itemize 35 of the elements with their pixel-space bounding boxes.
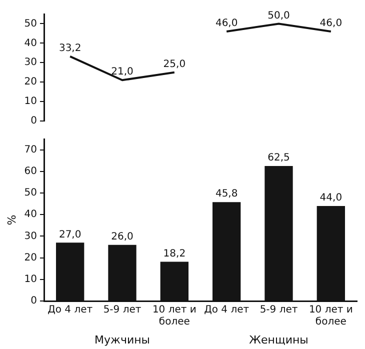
data-label: 21,0 (111, 66, 134, 78)
y-axis-title: % (5, 214, 18, 226)
data-label: 45,8 (215, 188, 238, 200)
x-tick-label: До 4 лет (48, 304, 93, 316)
y-tick-label: 10 (24, 274, 37, 285)
y-tick-label: 40 (24, 38, 37, 49)
data-label: 50,0 (268, 10, 290, 22)
y-tick-label: 10 (24, 96, 37, 108)
y-tick-label: 70 (24, 144, 37, 156)
y-tick-label: 30 (24, 230, 37, 242)
y-tick-label: 0 (30, 296, 37, 307)
y-tick-label: 20 (24, 252, 37, 264)
y-tick-label: 50 (24, 188, 37, 199)
data-label: 46,0 (215, 18, 238, 30)
y-tick-label: 40 (24, 209, 37, 220)
y-tick-label: 0 (30, 116, 37, 127)
data-label: 25,0 (163, 58, 186, 70)
data-label: 27,0 (58, 229, 82, 240)
x-tick-label: 10 лет и более (152, 304, 196, 328)
x-tick-label: 5-9 лет (260, 304, 298, 316)
data-label: 26,0 (111, 231, 134, 242)
data-label: 46,0 (320, 18, 342, 30)
x-tick-label: 10 лет и более (308, 304, 353, 328)
x-tick-label: 5-9 лет (103, 304, 142, 316)
y-tick-label: 30 (24, 57, 37, 68)
data-label: 33,2 (58, 43, 82, 54)
data-label: 62,5 (268, 152, 290, 164)
data-label: 18,2 (163, 248, 186, 260)
y-tick-label: 50 (24, 18, 37, 30)
y-tick-label: 60 (24, 166, 37, 177)
y-tick-label: 20 (24, 76, 37, 88)
data-label: 44,0 (320, 192, 342, 204)
x-tick-label: До 4 лет (204, 304, 250, 316)
text: Мужчины (94, 333, 150, 346)
text: Женщины (249, 333, 308, 346)
